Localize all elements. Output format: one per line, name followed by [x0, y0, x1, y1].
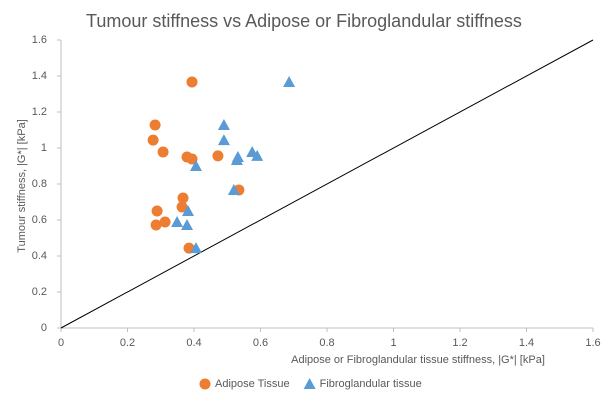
x-tick-label: 0: [58, 337, 64, 349]
point: [283, 75, 296, 87]
x-tick-label: 1.4: [519, 337, 534, 349]
y-tick-label: 0.8: [32, 178, 47, 190]
legend-label: Adipose Tissue: [215, 378, 290, 390]
point: [186, 153, 198, 165]
y-tick-label: 1.2: [32, 106, 47, 118]
y-axis-label: Tumour stiffness, |G*| [kPa]: [16, 119, 28, 252]
point: [217, 118, 230, 130]
point: [189, 242, 202, 254]
legend-label: Fibroglandular tissue: [320, 378, 422, 390]
y-tick-label: 1.6: [32, 34, 47, 46]
legend-marker: [199, 378, 211, 390]
chart-title: Tumour stiffness vs Adipose or Fibroglan…: [86, 11, 522, 31]
point: [181, 219, 194, 231]
y-tick-label: 1: [41, 142, 47, 154]
y-tick-label: 0.4: [32, 250, 47, 262]
legend-marker: [303, 378, 316, 389]
point: [251, 149, 264, 161]
point: [159, 216, 171, 228]
point: [171, 215, 184, 227]
y-tick-label: 0.6: [32, 214, 47, 226]
x-tick-label: 0.2: [120, 337, 135, 349]
point: [147, 134, 159, 146]
point: [212, 150, 224, 162]
point: [217, 134, 230, 146]
y-tick-label: 0.2: [32, 286, 47, 298]
point: [149, 119, 161, 131]
point: [157, 146, 169, 158]
y-tick-label: 1.4: [32, 70, 47, 82]
x-tick-label: 0.4: [186, 337, 201, 349]
x-axis-label: Adipose or Fibroglandular tissue stiffne…: [291, 354, 545, 366]
point: [189, 160, 202, 171]
point: [177, 192, 189, 204]
x-tick-label: 0.6: [253, 337, 268, 349]
point: [150, 219, 162, 231]
point: [176, 201, 188, 213]
x-tick-label: 0.8: [319, 337, 334, 349]
reference-line: [60, 39, 594, 329]
x-tick-label: 1: [390, 337, 396, 349]
x-tick-label: 1.6: [585, 337, 600, 349]
point: [186, 76, 198, 88]
point: [151, 205, 163, 217]
x-tick-label: 1.2: [452, 337, 467, 349]
point: [227, 183, 240, 195]
y-tick-label: 0: [41, 322, 47, 334]
point: [230, 154, 243, 166]
point: [182, 205, 195, 216]
